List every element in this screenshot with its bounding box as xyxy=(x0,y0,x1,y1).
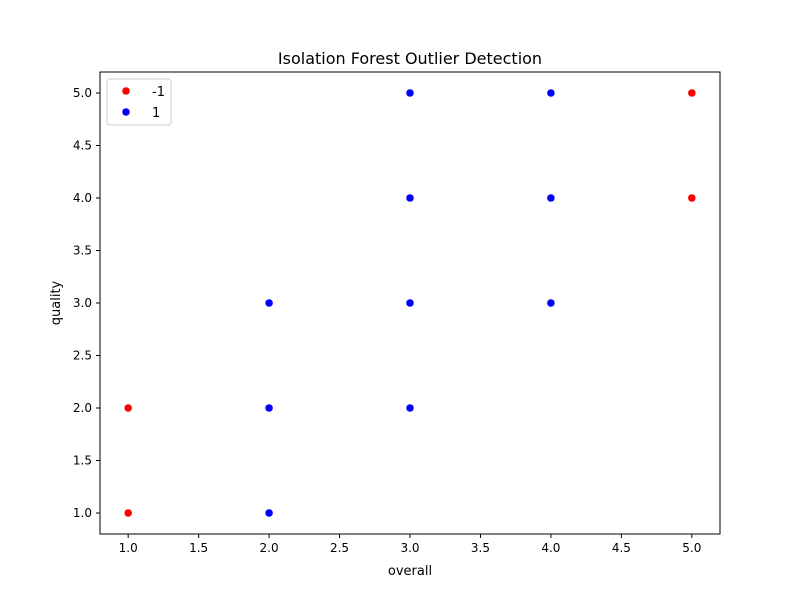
y-tick-label: 3.0 xyxy=(73,296,92,310)
x-tick-label: 3.0 xyxy=(400,541,419,555)
data-point xyxy=(405,298,415,308)
data-point xyxy=(546,298,556,308)
x-axis-label: overall xyxy=(388,564,432,579)
data-point xyxy=(264,508,274,518)
x-tick-label: 4.0 xyxy=(541,541,560,555)
data-points xyxy=(123,88,697,518)
data-point xyxy=(546,193,556,203)
data-point xyxy=(405,88,415,98)
chart-title: Isolation Forest Outlier Detection xyxy=(278,49,542,68)
y-tick-label: 2.5 xyxy=(73,349,92,363)
y-tick-label: 5.0 xyxy=(73,86,92,100)
x-tick-label: 4.5 xyxy=(612,541,631,555)
data-point xyxy=(405,193,415,203)
y-tick-label: 1.5 xyxy=(73,454,92,468)
data-point xyxy=(405,403,415,413)
data-point xyxy=(687,88,697,98)
y-axis-label: quality xyxy=(49,280,64,325)
plot-frame xyxy=(99,71,721,535)
data-point xyxy=(123,508,133,518)
x-tick-label: 2.0 xyxy=(260,541,279,555)
x-tick-label: 5.0 xyxy=(682,541,701,555)
x-tick-label: 2.5 xyxy=(330,541,349,555)
legend-label: 1 xyxy=(152,106,160,121)
y-tick-label: 3.5 xyxy=(73,244,92,258)
data-point xyxy=(123,403,133,413)
x-tick-label: 3.5 xyxy=(471,541,490,555)
legend-marker xyxy=(121,86,131,96)
x-tick-label: 1.5 xyxy=(189,541,208,555)
x-axis-ticks: 1.0 1.5 2.0 2.5 3.0 3.5 4.0 4.5 5.0 xyxy=(119,534,701,555)
data-point xyxy=(264,298,274,308)
y-tick-label: 4.0 xyxy=(73,191,92,205)
data-point xyxy=(546,88,556,98)
data-point xyxy=(264,403,274,413)
y-tick-label: 1.0 xyxy=(73,506,92,520)
legend-marker xyxy=(121,107,131,117)
y-tick-label: 4.5 xyxy=(73,139,92,153)
data-point xyxy=(687,193,697,203)
x-tick-label: 1.0 xyxy=(119,541,138,555)
legend-label: -1 xyxy=(152,85,165,100)
y-axis-ticks: 1.0 1.5 2.0 2.5 3.0 3.5 4.0 4.5 5.0 xyxy=(73,86,100,520)
legend: -11 xyxy=(106,78,172,126)
y-tick-label: 2.0 xyxy=(73,401,92,415)
